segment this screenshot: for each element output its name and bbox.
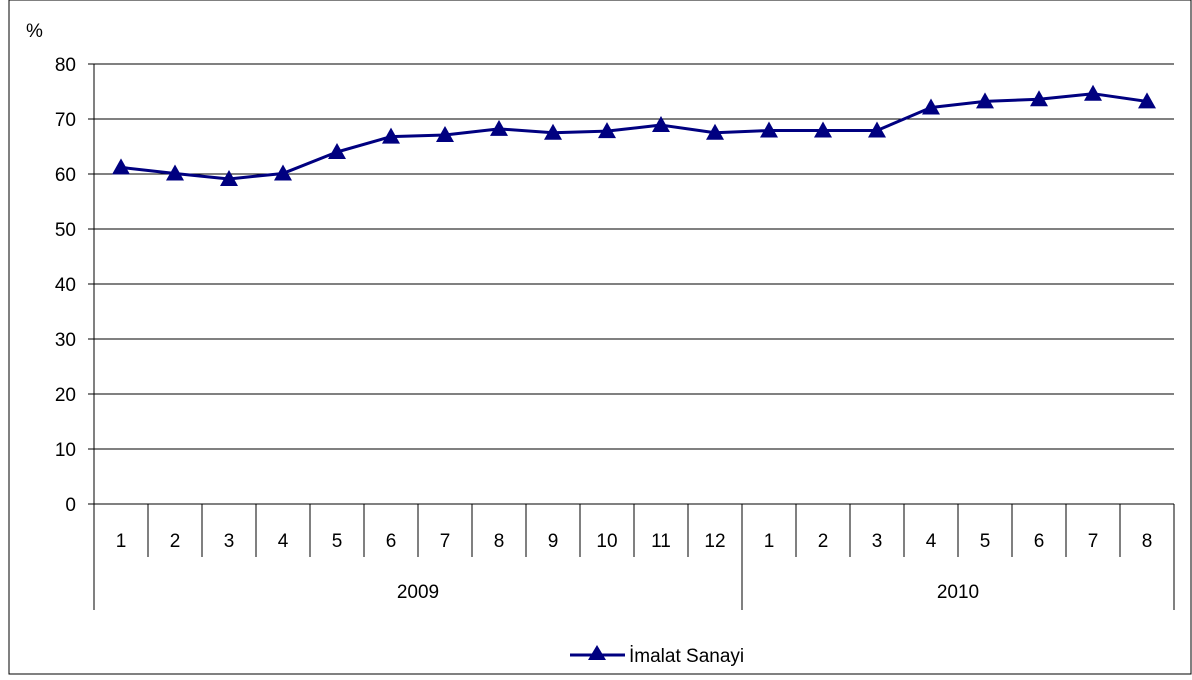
data-point-marker[interactable] [382,127,400,144]
x-group-label: 2010 [937,582,979,603]
x-tick-label: 2 [170,531,181,552]
x-tick-label: 5 [980,531,991,552]
y-tick-label: 20 [55,385,76,406]
data-point-marker[interactable] [166,164,184,181]
data-point-marker[interactable] [220,169,238,186]
y-tick-label: 30 [55,330,76,351]
x-group-label: 2009 [397,582,439,603]
data-point-marker[interactable] [112,158,130,175]
y-tick-label: 10 [55,440,76,461]
series-group [112,84,1156,186]
data-point-marker[interactable] [814,121,832,138]
x-tick-label: 6 [1034,531,1045,552]
y-tick-label: 40 [55,275,76,296]
x-tick-label: 5 [332,531,343,552]
legend-triangle-marker [588,645,606,660]
data-point-marker[interactable] [976,92,994,109]
data-point-marker[interactable] [1138,92,1156,109]
x-tick-label: 6 [386,531,397,552]
x-tick-label: 7 [1088,531,1099,552]
data-point-marker[interactable] [274,164,292,181]
legend[interactable]: İmalat Sanayi [570,645,744,667]
data-point-marker[interactable] [922,98,940,115]
data-point-marker[interactable] [706,123,724,140]
y-tick-label: 80 [55,55,76,76]
chart-border [8,0,1192,675]
x-tick-label: 3 [224,531,235,552]
data-point-marker[interactable] [436,125,454,142]
series-line [120,92,1148,181]
data-point-marker[interactable] [490,119,508,136]
x-tick-label: 1 [764,531,775,552]
y-tick-label: 50 [55,220,76,241]
data-point-marker[interactable] [328,143,346,159]
y-tick-label: 60 [55,165,76,186]
x-tick-label: 4 [278,531,289,552]
data-point-marker[interactable] [652,116,670,133]
x-tick-label: 1 [116,531,127,552]
x-tick-label: 4 [926,531,937,552]
y-axis-ticks: 0 10 20 30 40 50 60 70 80 [55,55,95,516]
data-point-marker[interactable] [544,123,562,140]
y-tick-label: 70 [55,110,76,131]
x-tick-label: 7 [440,531,451,552]
data-point-marker[interactable] [1084,84,1102,101]
x-tick-label: 9 [548,531,559,552]
x-tick-label: 8 [1142,531,1153,552]
x-tick-label: 3 [872,531,883,552]
data-point-marker[interactable] [760,121,778,138]
y-tick-label: 0 [65,495,76,516]
x-tick-label: 12 [704,531,725,552]
data-point-marker[interactable] [1030,90,1048,107]
y-axis-unit-label: % [26,21,43,42]
x-tick-label: 2 [818,531,829,552]
x-tick-label: 11 [651,531,671,552]
x-tick-label: 8 [494,531,505,552]
data-point-marker[interactable] [598,122,616,139]
x-tick-label: 10 [596,531,617,552]
legend-label: İmalat Sanayi [629,646,744,667]
data-point-marker[interactable] [868,121,886,138]
